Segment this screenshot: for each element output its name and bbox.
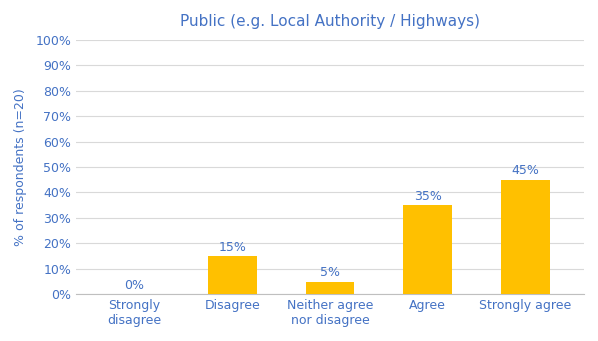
- Text: 15%: 15%: [218, 240, 246, 254]
- Text: 0%: 0%: [124, 279, 145, 292]
- Bar: [306, 282, 355, 294]
- Bar: [403, 205, 452, 294]
- Bar: [208, 256, 257, 294]
- Title: Public (e.g. Local Authority / Highways): Public (e.g. Local Authority / Highways): [180, 14, 480, 29]
- Text: 35%: 35%: [414, 190, 442, 203]
- Text: 5%: 5%: [320, 266, 340, 279]
- Text: 45%: 45%: [511, 164, 539, 177]
- Bar: [501, 180, 550, 294]
- Y-axis label: % of respondents (n=20): % of respondents (n=20): [14, 88, 27, 246]
